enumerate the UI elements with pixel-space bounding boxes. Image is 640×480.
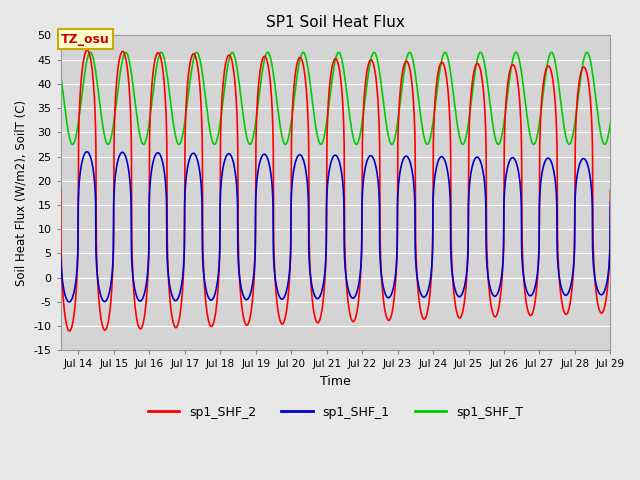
sp1_SHF_T xyxy=(288,115,296,120)
sp1_SHF_T xyxy=(175,142,183,147)
sp1_SHF_2 xyxy=(65,328,73,334)
sp1_SHF_T xyxy=(563,136,570,142)
Line: sp1_SHF_T: sp1_SHF_T xyxy=(61,52,611,144)
sp1_SHF_T xyxy=(86,49,94,55)
sp1_SHF_1 xyxy=(57,252,65,257)
sp1_SHF_2 xyxy=(456,315,464,321)
sp1_SHF_2 xyxy=(607,188,614,193)
sp1_SHF_1 xyxy=(288,184,296,190)
Legend: sp1_SHF_2, sp1_SHF_1, sp1_SHF_T: sp1_SHF_2, sp1_SHF_1, sp1_SHF_T xyxy=(143,401,528,424)
sp1_SHF_1 xyxy=(83,149,91,155)
sp1_SHF_1 xyxy=(456,294,464,300)
sp1_SHF_T xyxy=(590,80,598,85)
sp1_SHF_T xyxy=(318,141,326,146)
sp1_SHF_1 xyxy=(607,199,614,204)
sp1_SHF_2 xyxy=(590,259,598,264)
sp1_SHF_2 xyxy=(292,65,300,71)
Line: sp1_SHF_1: sp1_SHF_1 xyxy=(61,152,611,302)
sp1_SHF_2 xyxy=(563,312,570,317)
Line: sp1_SHF_2: sp1_SHF_2 xyxy=(61,50,611,331)
sp1_SHF_T xyxy=(607,120,614,125)
sp1_SHF_1 xyxy=(318,287,326,293)
Title: SP1 Soil Heat Flux: SP1 Soil Heat Flux xyxy=(266,15,405,30)
sp1_SHF_1 xyxy=(563,292,570,298)
X-axis label: Time: Time xyxy=(320,375,351,388)
sp1_SHF_T xyxy=(456,137,464,143)
sp1_SHF_1 xyxy=(292,156,300,162)
sp1_SHF_T xyxy=(292,80,300,85)
sp1_SHF_2 xyxy=(288,121,296,127)
Text: TZ_osu: TZ_osu xyxy=(61,33,110,46)
sp1_SHF_2 xyxy=(57,188,65,193)
sp1_SHF_2 xyxy=(83,48,91,53)
sp1_SHF_1 xyxy=(65,299,73,305)
sp1_SHF_T xyxy=(57,72,65,77)
sp1_SHF_2 xyxy=(318,306,326,312)
sp1_SHF_1 xyxy=(590,266,598,272)
Y-axis label: Soil Heat Flux (W/m2), SoilT (C): Soil Heat Flux (W/m2), SoilT (C) xyxy=(15,100,28,286)
